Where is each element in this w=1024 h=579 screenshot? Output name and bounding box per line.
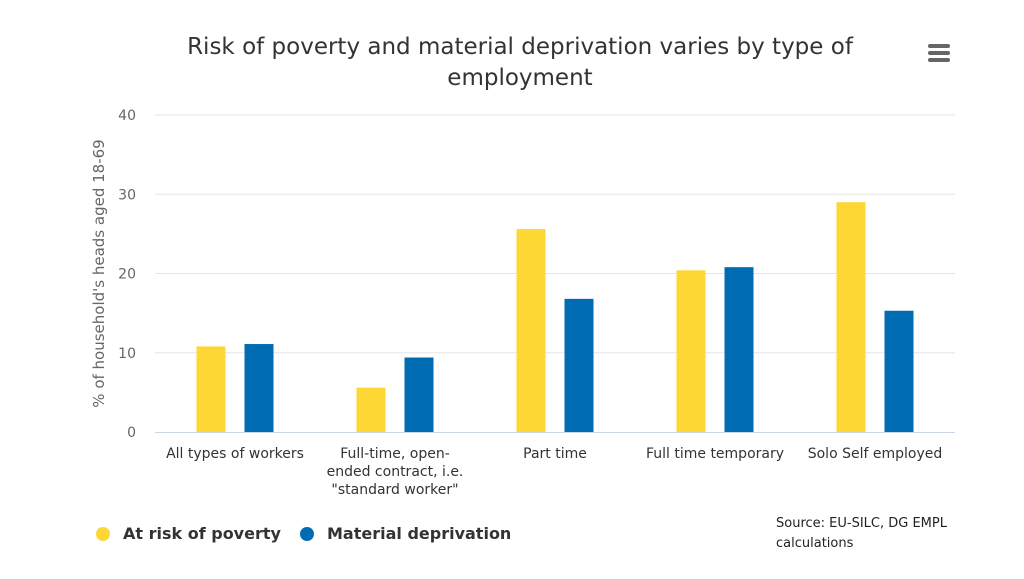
bar-material-deprivation[interactable] bbox=[564, 298, 594, 432]
x-category-label: Full-time, open-ended contract, i.e. "sta… bbox=[327, 446, 464, 498]
x-category-label: Part time bbox=[523, 446, 587, 462]
legend-marker-icon bbox=[300, 526, 314, 541]
x-category-label: All types of workers bbox=[166, 446, 304, 462]
bar-at-risk-of-poverty[interactable] bbox=[836, 202, 866, 432]
x-category-label-line: Full time temporary bbox=[646, 446, 784, 462]
bar-material-deprivation[interactable] bbox=[884, 310, 914, 432]
x-category-label-line: Part time bbox=[523, 446, 587, 462]
x-category-label: Solo Self employed bbox=[808, 446, 943, 462]
x-category-label-line: ended contract, i.e. bbox=[327, 464, 464, 480]
x-category-label-line: Full-time, open- bbox=[340, 446, 450, 462]
legend-item-material-deprivation[interactable]: Material deprivation bbox=[300, 524, 511, 543]
x-category-label-line: Solo Self employed bbox=[808, 446, 943, 462]
y-tick-label: 10 bbox=[118, 346, 136, 362]
x-category-label-line: "standard worker" bbox=[331, 482, 458, 498]
y-tick-label: 40 bbox=[118, 108, 136, 124]
bar-material-deprivation[interactable] bbox=[244, 344, 274, 432]
x-category-label-line: All types of workers bbox=[166, 446, 304, 462]
chart-title: Risk of poverty and material deprivation… bbox=[187, 34, 853, 91]
bar-material-deprivation[interactable] bbox=[404, 357, 434, 432]
bar-material-deprivation[interactable] bbox=[724, 267, 754, 432]
bar-at-risk-of-poverty[interactable] bbox=[356, 387, 386, 432]
source-note: Source: EU-SILC, DG EMPL calculations bbox=[776, 516, 947, 551]
legend-label: At risk of poverty bbox=[123, 524, 281, 543]
hamburger-menu-icon[interactable] bbox=[926, 42, 952, 64]
y-tick-label: 0 bbox=[127, 425, 136, 441]
legend-marker-icon bbox=[96, 526, 110, 541]
bar-at-risk-of-poverty[interactable] bbox=[196, 346, 226, 432]
x-category-label: Full time temporary bbox=[646, 446, 784, 462]
y-tick-label: 20 bbox=[118, 267, 136, 283]
y-tick-label: 30 bbox=[118, 187, 136, 203]
legend-item-at-risk-of-poverty[interactable]: At risk of poverty bbox=[96, 524, 281, 543]
legend-label: Material deprivation bbox=[327, 524, 512, 543]
bar-at-risk-of-poverty[interactable] bbox=[676, 270, 706, 432]
y-axis-title: % of household's heads aged 18-69 bbox=[90, 139, 108, 407]
bar-at-risk-of-poverty[interactable] bbox=[516, 229, 546, 432]
